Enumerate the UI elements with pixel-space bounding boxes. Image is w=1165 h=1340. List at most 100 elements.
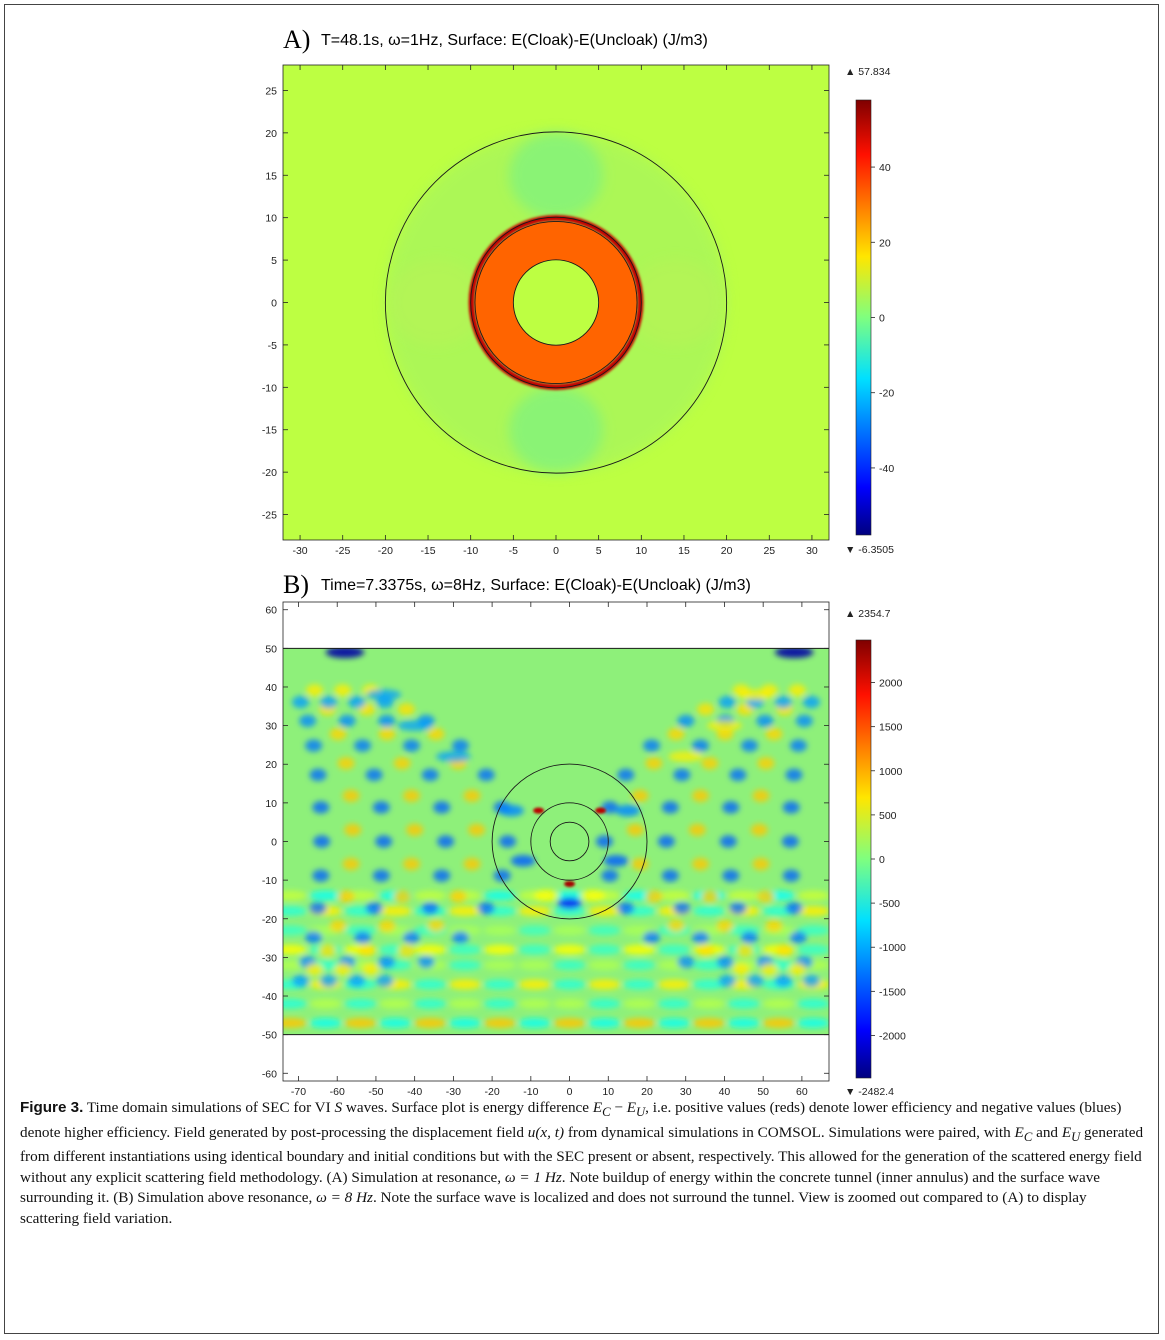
wave-blob <box>309 998 342 1009</box>
colorbar-tick-label: 0 <box>879 313 885 325</box>
edge-wave <box>789 931 807 944</box>
edge-wave <box>402 931 421 944</box>
panel-b-colorbar-min: ▼ -2482.4 <box>845 1086 894 1095</box>
wave-blob <box>448 960 482 971</box>
wave-blob <box>413 1018 447 1029</box>
edge-wave <box>451 931 469 944</box>
wave-blob <box>483 998 517 1009</box>
caption-eu-sub: U <box>636 1105 646 1120</box>
x-tick-label: -15 <box>420 545 435 557</box>
edge-wave <box>306 963 324 976</box>
edge-wave <box>643 931 661 944</box>
y-tick-label: -20 <box>262 467 277 479</box>
wave-blob <box>518 998 551 1009</box>
edge-wave <box>750 823 768 837</box>
edge-wave <box>378 919 396 933</box>
wave-blob <box>518 944 551 955</box>
edge-wave <box>701 757 719 770</box>
caption-ec: E <box>592 1099 603 1116</box>
edge-wave <box>645 757 663 770</box>
arc-wave <box>435 751 471 762</box>
edge-wave <box>348 695 366 709</box>
edge-wave <box>802 695 820 709</box>
wave-blob <box>692 905 726 917</box>
wave-blob <box>483 1018 517 1029</box>
boundary-circle <box>549 821 590 862</box>
colorbar-tick-label: -40 <box>879 463 894 475</box>
edge-wave <box>645 890 663 903</box>
edge-wave <box>437 835 455 848</box>
panel-a: A) T=48.1s, ω=1Hz, Surface: E(Cloak)-E(U… <box>262 25 895 557</box>
edge-wave <box>701 890 719 903</box>
near-field <box>580 889 606 902</box>
edge-wave <box>719 835 737 848</box>
wave-blob <box>553 890 586 901</box>
x-tick-label: 40 <box>719 1086 731 1095</box>
panel-b-y-axis: 60 50 40 30 20 10 0 -10 -20 -30 -40 -50 -60 <box>262 605 829 1080</box>
wave-blob <box>797 998 829 1009</box>
edge-wave <box>667 919 685 933</box>
wave-blob <box>553 998 586 1009</box>
panel-b-domain-edges <box>283 647 829 1036</box>
x-tick-label: -70 <box>291 1086 306 1095</box>
colorbar-tick-label: 2000 <box>879 678 903 690</box>
panel-b-letter: B) <box>283 570 309 599</box>
edge-wave <box>329 919 347 933</box>
panel-b-wave-pattern <box>283 648 829 1029</box>
colorbar-tick-label: 500 <box>879 810 897 822</box>
colorbar-tick-label: 0 <box>879 854 885 866</box>
wave-blob <box>588 925 621 936</box>
wave-blob <box>657 944 691 955</box>
caption-eu: E <box>1061 1123 1072 1141</box>
y-tick-label: 20 <box>265 128 277 140</box>
x-tick-label: 25 <box>763 545 775 557</box>
arc-wave <box>397 720 433 732</box>
y-tick-label: 0 <box>271 298 277 310</box>
edge-wave <box>736 944 754 957</box>
near-field <box>510 855 536 867</box>
edge-wave <box>477 901 495 915</box>
wave-blob <box>622 960 656 971</box>
edge-wave <box>342 857 360 871</box>
edge-wave <box>402 739 421 752</box>
near-field <box>499 804 524 817</box>
wave-blob <box>553 960 586 971</box>
y-tick-label: -30 <box>262 952 277 964</box>
wave-blob <box>283 890 308 901</box>
edge-wave <box>312 801 330 814</box>
caption-text: generated from different instantiations … <box>20 1123 1144 1186</box>
hotspot <box>595 807 606 814</box>
edge-wave <box>729 901 747 915</box>
edge-wave <box>421 768 439 782</box>
hotspot <box>564 880 575 888</box>
caption-label: Figure 3. <box>20 1099 84 1116</box>
wave-blob <box>657 998 691 1009</box>
edge-wave <box>397 703 415 716</box>
edge-wave <box>499 835 517 848</box>
wave-blob <box>588 1018 621 1029</box>
x-tick-label: 10 <box>635 545 647 557</box>
y-tick-label: 0 <box>271 837 277 849</box>
wave-blob <box>448 1018 482 1029</box>
caption-s: S <box>334 1099 343 1116</box>
caption-eu-sub: U <box>1071 1129 1081 1144</box>
wave-blob <box>518 925 551 936</box>
panel-b-x-axis: -70 -60 -50 -40 -30 -20 -10 0 10 20 30 40 50 60 <box>291 602 808 1095</box>
edge-wave <box>329 727 347 741</box>
edge-wave <box>752 857 770 871</box>
colorbar-tick-label: -1500 <box>879 986 906 998</box>
edge-wave <box>774 695 792 709</box>
boundary-circle <box>530 802 609 881</box>
y-tick-label: 60 <box>265 605 277 617</box>
wave-blob <box>344 925 377 936</box>
edge-wave <box>417 955 435 969</box>
boundary-circle <box>491 763 648 920</box>
panel-a-boundaries <box>384 131 728 474</box>
colorbar-gradient <box>855 99 872 536</box>
caption-text: . Note the surface wave is localized and… <box>20 1189 1087 1227</box>
wave-blob <box>283 944 308 955</box>
edge-wave <box>477 768 495 782</box>
edge-wave <box>493 869 511 882</box>
edge-wave <box>631 857 649 871</box>
colorbar-tick-label: 1500 <box>879 722 903 734</box>
